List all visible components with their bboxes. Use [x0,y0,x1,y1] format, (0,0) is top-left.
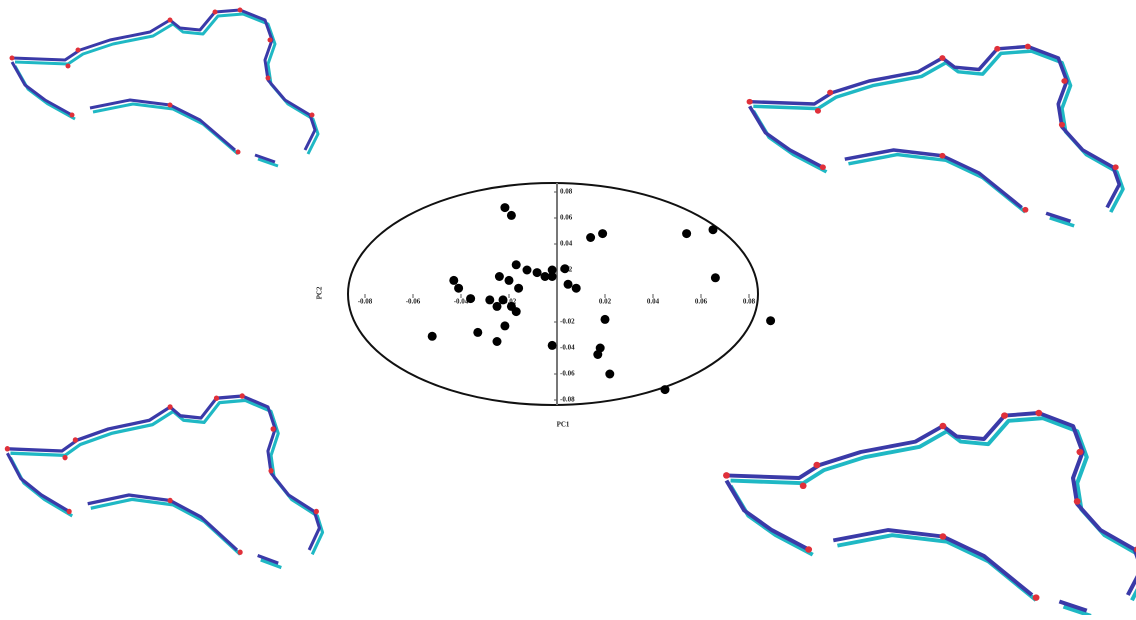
data-point [710,273,720,283]
data-point [571,283,581,293]
x-tick-label: -0.08 [358,298,373,306]
data-point [504,275,514,285]
data-point [473,327,483,337]
data-point [547,272,557,281]
data-point [492,301,502,311]
data-point [494,272,504,281]
data-point [563,279,573,289]
data-point [485,295,495,305]
data-point [682,229,692,239]
data-point [506,210,516,220]
data-point [560,264,570,274]
data-point [547,340,557,350]
data-point [593,350,603,359]
data-point [449,275,459,285]
data-point [492,337,502,346]
shape-outline [8,6,320,168]
data-point [598,229,608,239]
data-point [511,307,521,317]
data-point [547,265,557,275]
y-tick-label: -0.08 [560,396,575,404]
data-point [500,203,510,213]
x-tick-label: 0.02 [599,298,612,306]
x-tick-label: -0.06 [406,298,421,306]
data-point [522,265,532,275]
x-axis-label: PC1 [557,421,570,429]
data-point [766,316,776,326]
data-point [514,283,524,293]
shape-outline [744,41,1125,228]
confidence-ellipse [347,182,759,406]
x-tick-label: 0.08 [743,298,756,306]
data-point [660,385,670,395]
data-point [500,321,510,331]
data-point [540,272,550,281]
shape-outline [3,391,325,570]
y-tick-label: 0.08 [560,188,573,196]
x-tick-label: -0.02 [502,298,517,306]
data-point [708,225,718,235]
x-tick-label: 0.06 [695,298,708,306]
data-point [600,314,610,324]
shape-outline [723,410,1136,615]
y-tick-label: -0.06 [560,370,575,378]
data-point [466,294,476,304]
data-point [427,331,437,341]
data-point [605,369,615,379]
x-tick-label: -0.04 [454,298,469,306]
data-point [586,233,596,242]
data-point [532,268,542,278]
y-tick-label: 0.06 [560,214,573,222]
x-tick-label: 0.04 [647,298,660,306]
data-point [498,295,508,305]
y-tick-label: 0.04 [560,240,573,248]
y-tick-label: -0.04 [560,344,575,352]
data-point [454,283,464,293]
y-axis-label: PC2 [316,286,324,299]
scatter-plot: -0.08 -0.06 -0.04 -0.02 0.02 0.04 0.06 0.08 0.08… [358,188,776,404]
y-tick-label: -0.02 [560,318,575,326]
data-point [511,260,521,270]
